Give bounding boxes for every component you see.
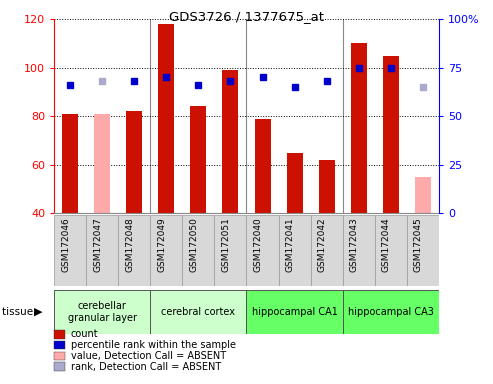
Bar: [150, 290, 246, 334]
Bar: [62, 114, 78, 213]
Text: ▶: ▶: [34, 307, 42, 317]
Bar: [343, 215, 375, 286]
Text: cerebral cortex: cerebral cortex: [161, 307, 236, 317]
Bar: [54, 290, 150, 334]
Text: GSM172051: GSM172051: [221, 217, 230, 272]
Bar: [351, 43, 367, 213]
Bar: [118, 215, 150, 286]
Text: GSM172046: GSM172046: [61, 217, 70, 272]
Text: GSM172048: GSM172048: [125, 217, 134, 272]
Bar: [86, 215, 118, 286]
Text: GSM172040: GSM172040: [253, 217, 262, 272]
Text: value, Detection Call = ABSENT: value, Detection Call = ABSENT: [71, 351, 226, 361]
Text: hippocampal CA3: hippocampal CA3: [348, 307, 434, 317]
Text: GSM172044: GSM172044: [382, 217, 390, 272]
Text: cerebellar
granular layer: cerebellar granular layer: [68, 301, 137, 323]
Bar: [343, 290, 439, 334]
Bar: [150, 215, 182, 286]
Text: rank, Detection Call = ABSENT: rank, Detection Call = ABSENT: [71, 362, 221, 372]
Bar: [94, 114, 110, 213]
Text: hippocampal CA1: hippocampal CA1: [251, 307, 338, 317]
Bar: [54, 215, 86, 286]
Bar: [407, 215, 439, 286]
Bar: [158, 24, 175, 213]
Bar: [214, 215, 246, 286]
Bar: [286, 152, 303, 213]
Bar: [415, 177, 431, 213]
Bar: [254, 119, 271, 213]
Bar: [375, 215, 407, 286]
Bar: [182, 215, 214, 286]
Text: GSM172049: GSM172049: [157, 217, 166, 272]
Text: GSM172043: GSM172043: [350, 217, 358, 272]
Text: count: count: [71, 329, 99, 339]
Text: GSM172045: GSM172045: [414, 217, 423, 272]
Bar: [190, 106, 207, 213]
Text: GSM172042: GSM172042: [317, 217, 326, 272]
Bar: [318, 160, 335, 213]
Text: GSM172047: GSM172047: [93, 217, 102, 272]
Bar: [279, 215, 311, 286]
Bar: [311, 215, 343, 286]
Bar: [126, 111, 142, 213]
Bar: [383, 56, 399, 213]
Bar: [222, 70, 239, 213]
Text: GDS3726 / 1377675_at: GDS3726 / 1377675_at: [169, 10, 324, 23]
Text: tissue: tissue: [2, 307, 37, 317]
Text: percentile rank within the sample: percentile rank within the sample: [71, 340, 236, 350]
Bar: [246, 215, 279, 286]
Text: GSM172050: GSM172050: [189, 217, 198, 272]
Bar: [246, 290, 343, 334]
Text: GSM172041: GSM172041: [285, 217, 295, 272]
